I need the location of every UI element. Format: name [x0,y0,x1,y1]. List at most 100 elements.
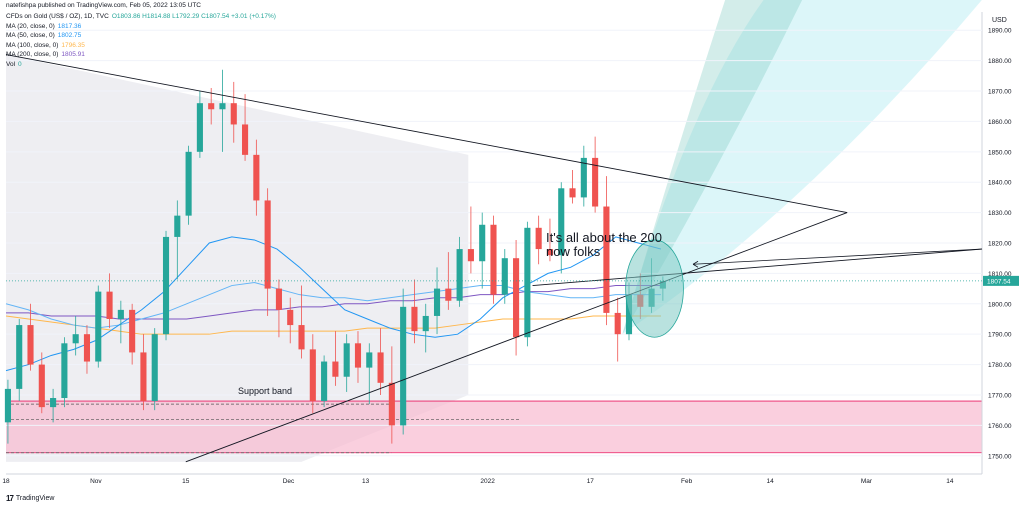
candle-body [535,227,542,250]
candle-body [580,157,587,198]
candle-body [377,352,384,383]
candle-body [411,306,418,332]
candle [219,69,226,152]
y-tick-label: 1750.00 [988,453,1012,460]
annotation-main: It's all about the 200 now folks [546,231,662,259]
candle [208,87,215,125]
y-tick-label: 1890.00 [988,28,1012,35]
candle [343,334,350,392]
y-tick-label: 1790.00 [988,332,1012,339]
legend-item: CFDs on Gold (US$ / OZ), 1D, TVC O1803.86… [6,13,276,20]
candle-body [162,236,170,335]
legend-label: MA (200, close, 0) [6,51,59,58]
candle-body [174,215,181,237]
candle [61,337,68,408]
candle [354,331,362,383]
candle [524,221,531,347]
past-range-shade [6,54,469,462]
candle [411,279,418,344]
legend-value: 1802.75 [57,32,82,39]
candle-body [614,312,621,335]
candle [95,285,102,368]
legend-item: MA (50, close, 0) 1802.75 [6,32,81,39]
candle [501,249,508,304]
candle [558,182,565,274]
y-tick-label: 1760.00 [988,423,1012,430]
candle [366,343,373,405]
candle-body [242,124,249,155]
legend-value: 0 [18,60,22,68]
candle-body [558,188,565,256]
tradingview-logo-icon: 17 [6,494,14,503]
candle [433,267,441,335]
candle [117,300,124,344]
ma100-line [5,315,661,335]
footer[interactable]: 17 TradingView [6,494,54,503]
legend-item: MA (100, close, 0) 1796.35 [6,42,85,49]
candle-body [298,325,305,350]
candle-body [61,343,68,399]
candle-body [343,343,350,377]
candle-body [185,151,192,216]
candle [332,331,339,386]
candle-body [50,398,57,408]
candle-body [524,227,531,338]
y-tick-label: 1860.00 [988,119,1012,126]
projection-cone-outer [622,0,982,335]
legend-value: 1805.91 [61,51,85,58]
candle-body [151,334,158,402]
annotation-line-2: now folks [546,244,601,259]
legend-label: MA (20, close, 0) [6,22,55,30]
candle [129,303,136,365]
legend-label: MA (100, close, 0) [6,41,59,49]
candle [400,288,407,435]
candle-body [592,157,599,207]
published-info: natefishpa published on TradingView.com,… [6,2,202,9]
candle-body [117,309,124,319]
annotation-support: Support band [238,386,293,396]
candle-body [230,103,237,125]
candle [321,355,328,408]
y-tick-label: 1830.00 [988,210,1012,217]
candle [230,81,237,143]
candle [592,136,599,213]
y-tick-label: 1810.00 [988,271,1012,278]
x-tick-label: Nov [90,478,102,485]
trendline [185,212,848,463]
candle-body [309,349,316,402]
x-tick-label: 18 [2,478,10,485]
candle [253,139,260,216]
candle-body [275,288,282,310]
candle-body [479,224,486,262]
annotation-line-1: It's all about the 200 [546,230,662,245]
candle-body [264,200,271,289]
x-tick-label: 15 [182,478,190,485]
candle [309,334,316,414]
x-tick-label: Dec [283,478,295,485]
candle [242,94,249,161]
candle-body [4,388,11,423]
candle [546,218,554,262]
candle-body [16,325,23,389]
candle [298,285,305,359]
candle [196,91,203,158]
ma200-line [6,285,661,320]
candle [72,315,79,356]
candle [4,379,11,444]
candle [479,212,486,289]
trendline [532,248,983,287]
candle [106,273,113,329]
ma50-line [5,282,661,329]
candle-body [287,309,294,326]
candle-body [72,334,79,344]
candle-body [490,224,497,295]
candle [27,303,34,371]
candle-body [400,306,407,426]
candle [456,236,463,307]
candle-body [603,206,610,313]
candle [377,328,384,395]
candle-body [625,294,633,335]
candle-body [445,288,452,301]
